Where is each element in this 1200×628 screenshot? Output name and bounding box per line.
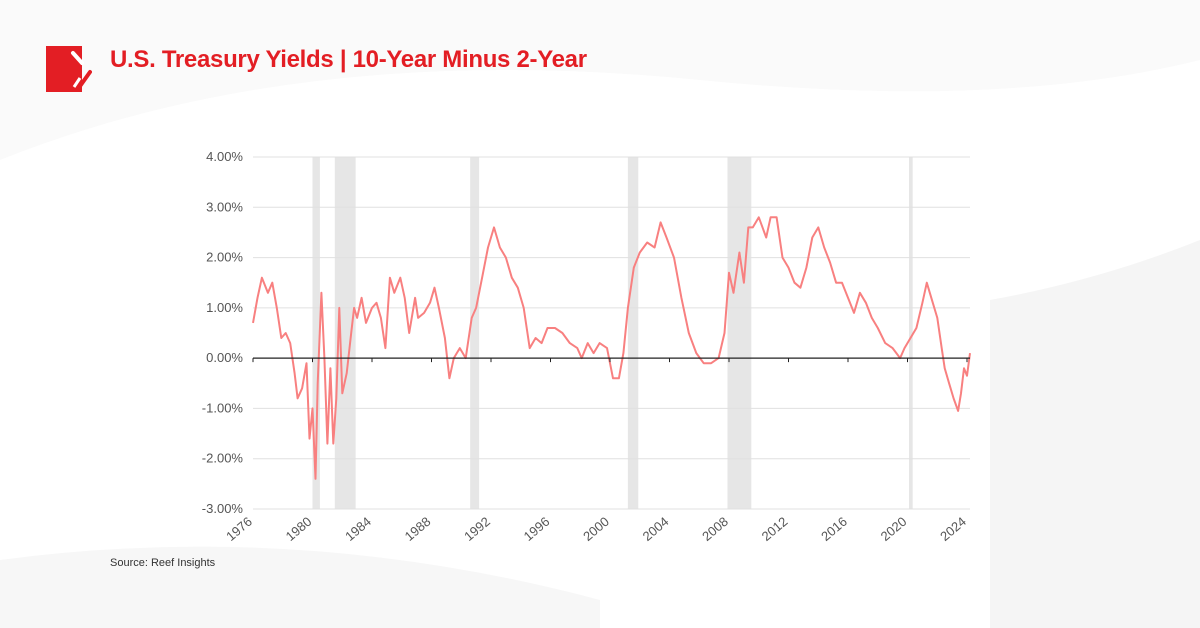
y-tick-label: 2.00%	[206, 250, 243, 265]
y-tick-label: -1.00%	[202, 400, 244, 415]
x-tick-label: 2008	[699, 514, 731, 544]
x-tick-label: 1976	[223, 514, 255, 544]
x-tick-label: 1988	[402, 514, 434, 544]
x-tick-label: 2004	[640, 514, 672, 544]
recession-band	[334, 157, 356, 509]
recession-band	[727, 157, 752, 509]
x-tick-label: 2012	[759, 514, 791, 544]
x-tick-label: 1980	[283, 514, 315, 544]
y-tick-label: -3.00%	[202, 501, 244, 516]
source-note: Source: Reef Insights	[110, 557, 216, 569]
x-tick-label: 1984	[342, 514, 374, 544]
x-tick-label: 2020	[878, 514, 910, 544]
series-line	[252, 216, 971, 480]
x-tick-label: 2024	[937, 514, 969, 544]
x-tick-label: 2000	[580, 514, 612, 544]
reef-insights-logo	[46, 46, 92, 92]
recession-band	[312, 157, 320, 509]
y-tick-label: 0.00%	[206, 350, 243, 365]
page-title: U.S. Treasury Yields | 10-Year Minus 2-Y…	[110, 46, 587, 73]
y-tick-label: 4.00%	[206, 149, 243, 164]
recession-band	[470, 157, 480, 509]
y-tick-label: 3.00%	[206, 199, 243, 214]
x-tick-label: 1992	[461, 514, 493, 544]
x-tick-label: 2016	[818, 514, 850, 544]
y-tick-label: 1.00%	[206, 300, 243, 315]
y-tick-label: -2.00%	[202, 451, 244, 466]
x-tick-label: 1996	[521, 514, 553, 544]
recession-band	[627, 157, 639, 509]
recession-band	[908, 157, 913, 509]
